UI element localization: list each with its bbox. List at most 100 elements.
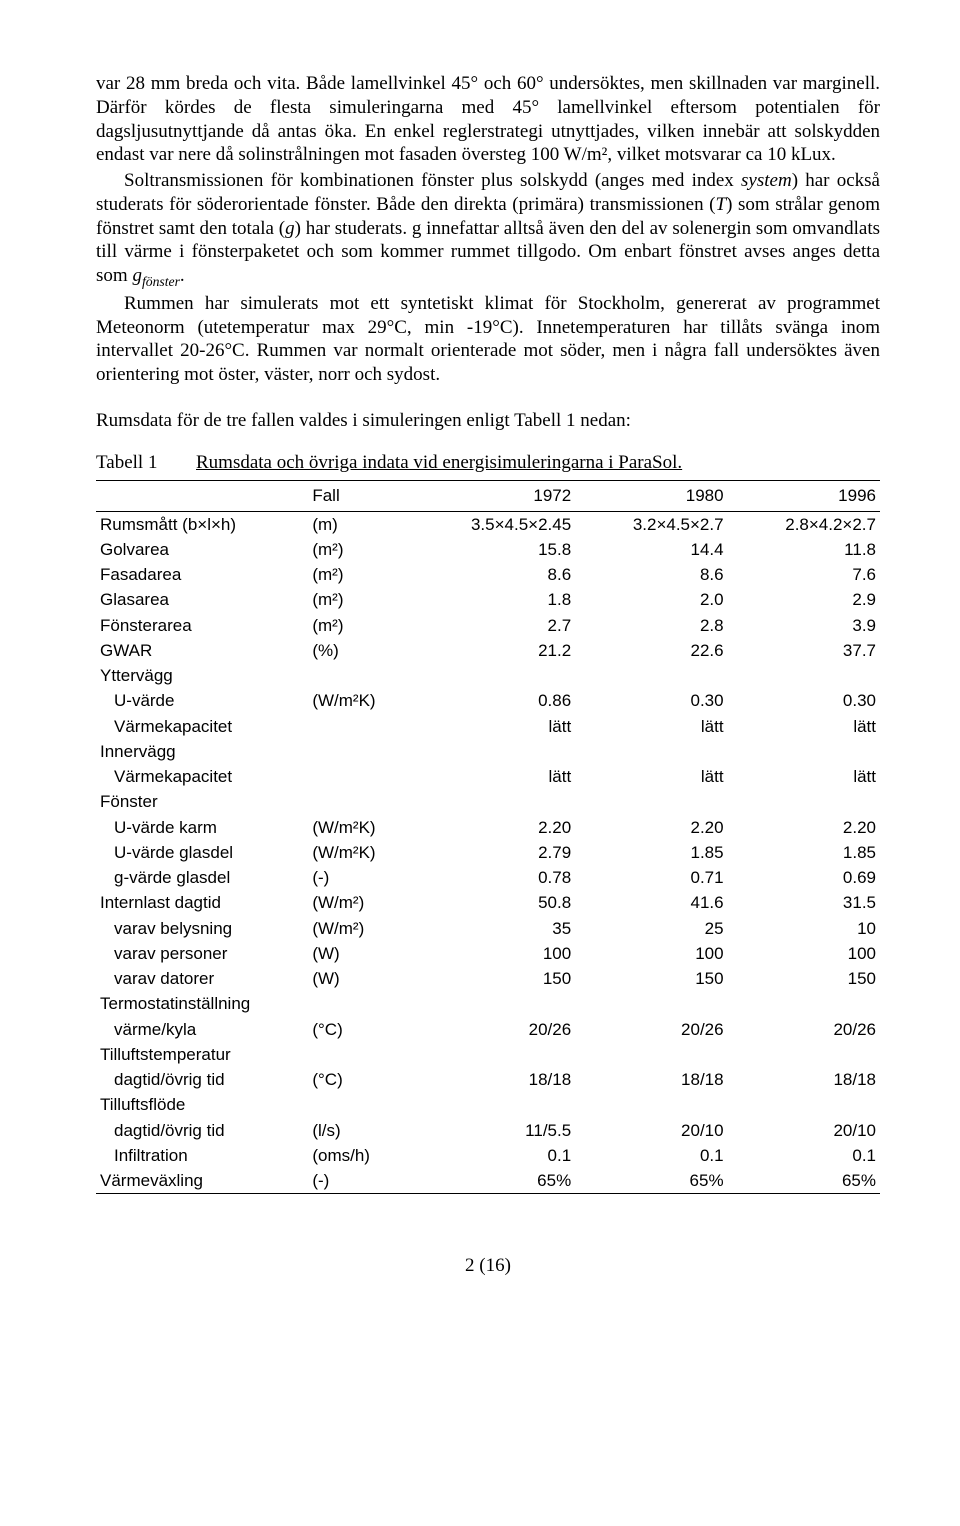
cell-v2: 18/18 [575, 1067, 727, 1092]
cell-unit [308, 663, 422, 688]
cell-v3 [728, 1042, 880, 1067]
cell-v2 [575, 991, 727, 1016]
cell-v1 [422, 789, 575, 814]
cell-v2: lätt [575, 764, 727, 789]
cell-v1: 8.6 [422, 562, 575, 587]
var-t: T [715, 194, 726, 215]
table-row: U-värde(W/m²K)0.860.300.30 [96, 688, 880, 713]
cell-v3: 0.69 [728, 865, 880, 890]
cell-v3: lätt [728, 714, 880, 739]
cell-v3: 65% [728, 1168, 880, 1194]
cell-unit [308, 739, 422, 764]
var-g: g [285, 218, 295, 239]
table-header-row: Fall 1972 1980 1996 [96, 481, 880, 511]
cell-label: varav belysning [96, 916, 308, 941]
table-row: Rumsmått (b×l×h)(m)3.5×4.5×2.453.2×4.5×2… [96, 511, 880, 537]
cell-v2: 41.6 [575, 890, 727, 915]
page-number: 2 (16) [96, 1254, 880, 1278]
cell-label: GWAR [96, 638, 308, 663]
cell-v1: 1.8 [422, 587, 575, 612]
table-row: dagtid/övrig tid(l/s)11/5.520/1020/10 [96, 1118, 880, 1143]
cell-label: Värmekapacitet [96, 714, 308, 739]
paragraph-3: Rummen har simulerats mot ett syntetiskt… [96, 292, 880, 387]
paragraph-2: Soltransmissionen för kombinationen föns… [96, 169, 880, 290]
cell-label: Värmeväxling [96, 1168, 308, 1194]
cell-v2: 2.20 [575, 815, 727, 840]
table-row: Infiltration(oms/h)0.10.10.1 [96, 1143, 880, 1168]
cell-unit: (W) [308, 966, 422, 991]
cell-v3: 20/10 [728, 1118, 880, 1143]
index-system: system [741, 170, 792, 191]
cell-v1: 21.2 [422, 638, 575, 663]
cell-v3: 150 [728, 966, 880, 991]
cell-v2: 3.2×4.5×2.7 [575, 511, 727, 537]
cell-label: dagtid/övrig tid [96, 1067, 308, 1092]
table-row: varav datorer(W)150150150 [96, 966, 880, 991]
cell-label: Fasadarea [96, 562, 308, 587]
cell-unit [308, 714, 422, 739]
cell-v1: 50.8 [422, 890, 575, 915]
g-fonster-g: g [132, 265, 142, 286]
th-1980: 1980 [575, 481, 727, 511]
cell-v1: 2.20 [422, 815, 575, 840]
cell-label: Infiltration [96, 1143, 308, 1168]
cell-v3 [728, 739, 880, 764]
cell-v2: 8.6 [575, 562, 727, 587]
table-row: Fasadarea(m²)8.68.67.6 [96, 562, 880, 587]
cell-v2 [575, 789, 727, 814]
th-1996: 1996 [728, 481, 880, 511]
cell-v1: 11/5.5 [422, 1118, 575, 1143]
table-caption: Rumsdata och övriga indata vid energisim… [196, 451, 880, 475]
cell-v3: 1.85 [728, 840, 880, 865]
cell-v3: lätt [728, 764, 880, 789]
g-fonster-sub: fönster [142, 274, 180, 289]
cell-v3: 0.30 [728, 688, 880, 713]
cell-unit: (W/m²K) [308, 840, 422, 865]
cell-v2 [575, 1092, 727, 1117]
cell-label: U-värde glasdel [96, 840, 308, 865]
table-caption-row: Tabell 1 Rumsdata och övriga indata vid … [96, 451, 880, 475]
cell-v2 [575, 739, 727, 764]
cell-unit: (%) [308, 638, 422, 663]
cell-v3: 2.9 [728, 587, 880, 612]
cell-v1: 2.7 [422, 613, 575, 638]
cell-v2: 2.8 [575, 613, 727, 638]
cell-v3 [728, 663, 880, 688]
cell-v2: 20/10 [575, 1118, 727, 1143]
cell-label: Fönster [96, 789, 308, 814]
p2-text-a: Soltransmissionen för kombinationen föns… [124, 170, 741, 191]
cell-unit: (°C) [308, 1067, 422, 1092]
cell-unit [308, 764, 422, 789]
cell-unit: (l/s) [308, 1118, 422, 1143]
cell-unit: (m²) [308, 587, 422, 612]
table-row: varav personer(W)100100100 [96, 941, 880, 966]
table-row: Värmekapacitetlättlättlätt [96, 764, 880, 789]
table-body: Rumsmått (b×l×h)(m)3.5×4.5×2.453.2×4.5×2… [96, 511, 880, 1194]
table-row: Fönster [96, 789, 880, 814]
cell-unit: (W/m²) [308, 916, 422, 941]
table-row: Tilluftstemperatur [96, 1042, 880, 1067]
cell-label: U-värde [96, 688, 308, 713]
cell-v3: 31.5 [728, 890, 880, 915]
table-row: Fönsterarea(m²)2.72.83.9 [96, 613, 880, 638]
cell-label: Värmekapacitet [96, 764, 308, 789]
table-row: Internlast dagtid(W/m²)50.841.631.5 [96, 890, 880, 915]
cell-label: Yttervägg [96, 663, 308, 688]
cell-v1 [422, 663, 575, 688]
table-row: g-värde glasdel(-)0.780.710.69 [96, 865, 880, 890]
cell-unit: (m²) [308, 562, 422, 587]
cell-v1: 0.1 [422, 1143, 575, 1168]
cell-v2: 22.6 [575, 638, 727, 663]
cell-label: Termostatinställning [96, 991, 308, 1016]
paragraph-4: Rumsdata för de tre fallen valdes i simu… [96, 409, 880, 433]
cell-v1: lätt [422, 714, 575, 739]
cell-v3: 10 [728, 916, 880, 941]
cell-v2: 150 [575, 966, 727, 991]
cell-v3: 2.20 [728, 815, 880, 840]
paragraph-1: var 28 mm breda och vita. Både lamellvin… [96, 72, 880, 167]
table-row: Värmeväxling(-)65%65%65% [96, 1168, 880, 1194]
cell-v1: 150 [422, 966, 575, 991]
cell-v1 [422, 739, 575, 764]
table-row: varav belysning(W/m²)352510 [96, 916, 880, 941]
cell-v3 [728, 991, 880, 1016]
